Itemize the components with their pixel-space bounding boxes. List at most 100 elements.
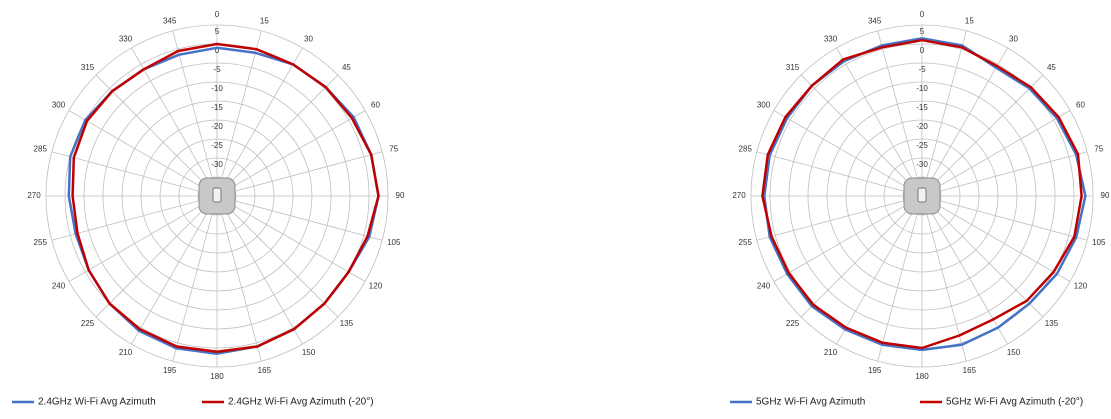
angle-label: 300 <box>52 101 66 110</box>
angle-label: 330 <box>824 34 838 43</box>
angle-grid-line <box>216 195 262 362</box>
angle-grid-line <box>921 47 1008 197</box>
radial-tick-label: -5 <box>918 65 926 74</box>
series-line <box>67 46 380 355</box>
angle-label: 90 <box>1101 191 1110 200</box>
radial-tick-label: 5 <box>215 27 220 36</box>
angle-label: 270 <box>27 191 41 200</box>
angle-label: 195 <box>163 366 177 375</box>
angle-label: 315 <box>81 63 95 72</box>
radial-tick-label: 5 <box>920 27 925 36</box>
angle-label: 330 <box>119 34 133 43</box>
polar-chart: 0 15 30 45 60 75 90 105 120 135 150 165 180 195 210 225… <box>12 10 405 408</box>
angle-grid-line <box>216 74 339 197</box>
angle-grid-line <box>51 151 218 197</box>
angle-label: 75 <box>389 144 398 153</box>
angle-grid-line <box>921 195 967 362</box>
device-icon-inner <box>212 187 222 203</box>
angle-grid-line <box>172 195 218 362</box>
legend-label: 2.4GHz Wi-Fi Avg Azimuth <box>38 397 156 408</box>
legend-label: 5GHz Wi-Fi Avg Azimuth (-20°) <box>946 397 1083 408</box>
angle-label: 120 <box>1074 282 1088 291</box>
angle-grid-line <box>131 47 218 197</box>
angle-grid-line <box>51 195 218 241</box>
series-line <box>71 42 380 354</box>
angle-label: 255 <box>739 238 753 247</box>
radial-tick-label: 0 <box>920 46 925 55</box>
angle-grid-line <box>773 110 923 197</box>
angle-label: 0 <box>215 10 220 19</box>
angle-grid-line <box>756 195 923 241</box>
angle-grid-line <box>877 30 923 197</box>
radial-tick-label: -10 <box>916 84 928 93</box>
angle-grid-line <box>921 30 967 197</box>
angle-grid-line <box>921 74 1044 197</box>
angle-label: 105 <box>1092 238 1106 247</box>
angle-label: 45 <box>1047 63 1056 72</box>
angle-label: 165 <box>963 366 977 375</box>
angle-label: 195 <box>868 366 882 375</box>
angle-grid-line <box>921 151 1088 197</box>
angle-label: 150 <box>1007 348 1021 357</box>
angle-label: 180 <box>915 372 929 381</box>
angle-grid-line <box>836 195 923 345</box>
angle-grid-line <box>216 195 383 241</box>
angle-label: 285 <box>34 144 48 153</box>
angle-grid-line <box>216 30 262 197</box>
angle-label: 255 <box>34 238 48 247</box>
angle-label: 315 <box>786 63 800 72</box>
angle-grid-line <box>921 195 1044 318</box>
angle-label: 15 <box>965 16 974 25</box>
angle-grid-line <box>172 30 218 197</box>
angle-label: 15 <box>260 16 269 25</box>
angle-label: 180 <box>210 372 224 381</box>
angle-label: 285 <box>739 144 753 153</box>
legend-label: 2.4GHz Wi-Fi Avg Azimuth (-20°) <box>228 397 374 408</box>
angle-label: 240 <box>52 282 66 291</box>
angle-label: 30 <box>304 34 313 43</box>
angle-grid-line <box>877 195 923 362</box>
polar-chart: 0 15 30 45 60 75 90 105 120 135 150 165 180 195 210 225… <box>730 10 1110 408</box>
angle-label: 210 <box>824 348 838 357</box>
angle-label: 135 <box>1045 319 1059 328</box>
angle-grid-line <box>921 110 1071 197</box>
radial-tick-label: -15 <box>211 103 223 112</box>
angle-label: 60 <box>371 101 380 110</box>
series-line <box>761 38 1083 350</box>
angle-grid-line <box>131 195 218 345</box>
angle-grid-line <box>800 74 923 197</box>
radial-tick-label: -20 <box>916 122 928 131</box>
radial-tick-label: -10 <box>211 84 223 93</box>
device-icon-inner <box>917 187 927 203</box>
angle-label: 345 <box>163 16 177 25</box>
angle-label: 135 <box>340 319 354 328</box>
angle-label: 45 <box>342 63 351 72</box>
angle-grid-line <box>216 110 366 197</box>
angle-label: 60 <box>1076 101 1085 110</box>
radial-tick-label: -20 <box>211 122 223 131</box>
radial-tick-label: -30 <box>211 160 223 169</box>
angle-label: 90 <box>396 191 405 200</box>
radial-tick-label: -5 <box>213 65 221 74</box>
radial-tick-label: 0 <box>215 46 220 55</box>
angle-label: 225 <box>81 319 95 328</box>
angle-label: 165 <box>258 366 272 375</box>
angle-grid-line <box>756 151 923 197</box>
angle-grid-line <box>836 47 923 197</box>
radial-tick-label: -25 <box>916 141 928 150</box>
angle-grid-line <box>216 151 383 197</box>
angle-label: 150 <box>302 348 316 357</box>
series-line <box>763 37 1087 352</box>
angle-label: 0 <box>920 10 925 19</box>
angle-grid-line <box>921 195 1071 282</box>
angle-grid-line <box>773 195 923 282</box>
angle-grid-line <box>921 195 1088 241</box>
angle-grid-line <box>95 195 218 318</box>
angle-grid-line <box>216 195 339 318</box>
angle-label: 75 <box>1094 144 1103 153</box>
angle-label: 240 <box>757 282 771 291</box>
angle-label: 30 <box>1009 34 1018 43</box>
angle-grid-line <box>800 195 923 318</box>
angle-grid-line <box>68 195 218 282</box>
